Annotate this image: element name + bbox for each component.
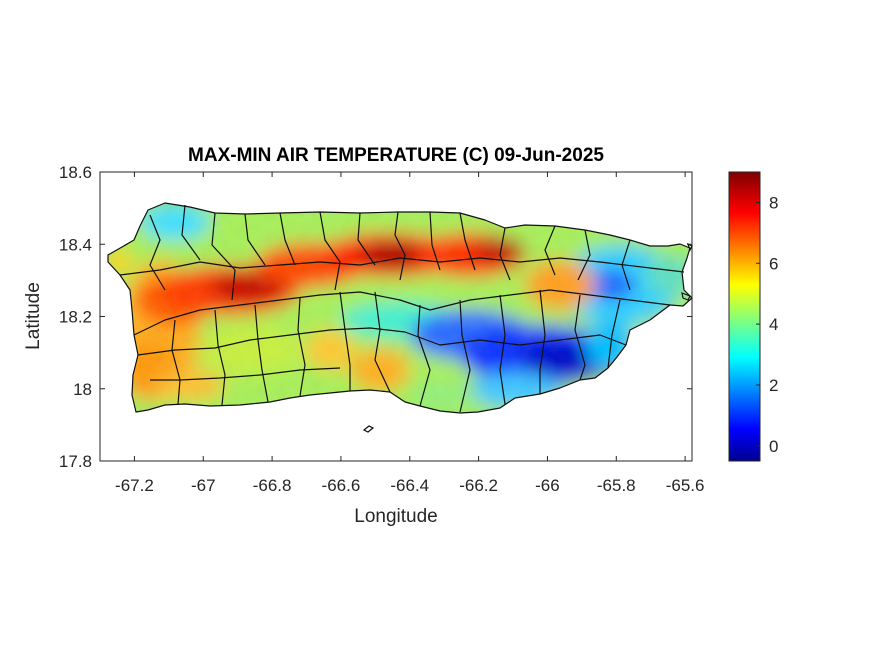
x-tick-label: -66 xyxy=(535,476,560,495)
y-tick-label: 18.6 xyxy=(59,163,92,182)
colorbar-tick-label: 4 xyxy=(769,315,778,334)
x-tick-label: -65.8 xyxy=(597,476,636,495)
colorbar-tick-label: 8 xyxy=(769,193,778,212)
small-islands xyxy=(362,242,693,433)
y-tick-label: 18.4 xyxy=(59,235,92,254)
x-axis-label: Longitude xyxy=(354,506,437,527)
y-tick-label: 18 xyxy=(73,380,92,399)
municipality-borders xyxy=(107,202,693,414)
x-tick-label: -67.2 xyxy=(115,476,154,495)
x-tick-label: -66.6 xyxy=(322,476,361,495)
y-axis: 18.6 18.4 18.2 18 17.8 xyxy=(59,163,692,471)
colorbar-tick-label: 2 xyxy=(769,376,778,395)
x-tick-label: -66.2 xyxy=(459,476,498,495)
y-tick-label: 18.2 xyxy=(59,308,92,327)
colorbar-tick-label: 6 xyxy=(769,254,778,273)
x-tick-label: -65.6 xyxy=(666,476,705,495)
x-tick-label: -66.8 xyxy=(253,476,292,495)
y-axis-label: Latitude xyxy=(23,282,44,350)
colorbar-gradient xyxy=(728,171,761,462)
x-axis: -67.2 -67 -66.8 -66.6 -66.4 -66.2 -66 -65.8 -65.… xyxy=(115,172,704,495)
y-tick-label: 17.8 xyxy=(59,452,92,471)
colorbar-ticks: 8 6 4 2 0 xyxy=(756,193,778,456)
x-tick-label: -66.4 xyxy=(390,476,429,495)
x-tick-label: -67 xyxy=(191,476,216,495)
colorbar: 8 6 4 2 0 xyxy=(728,171,778,462)
chart-title: MAX-MIN AIR TEMPERATURE (C) 09-Jun-2025 xyxy=(188,145,604,166)
colorbar-tick-label: 0 xyxy=(769,437,778,456)
